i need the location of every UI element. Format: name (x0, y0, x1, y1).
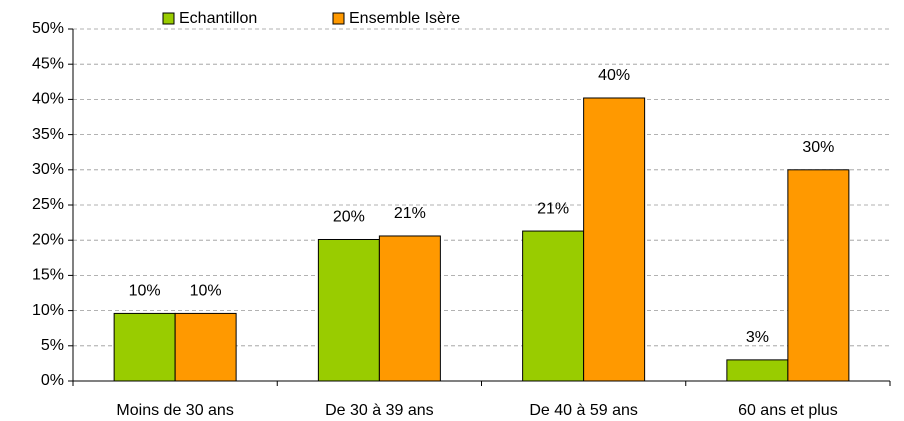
bar (113, 312, 176, 382)
y-tick-label: 35% (32, 126, 64, 143)
value-label: 10% (129, 283, 161, 300)
bar (317, 238, 380, 382)
y-tick-label: 50% (32, 20, 64, 37)
y-tick-label: 10% (32, 302, 64, 319)
bar (787, 169, 850, 382)
y-tick-label: 30% (32, 161, 64, 178)
value-label: 10% (190, 283, 222, 300)
legend-swatch (162, 12, 175, 25)
value-label: 30% (802, 139, 834, 156)
y-tick-label: 15% (32, 267, 64, 284)
y-tick-label: 45% (32, 55, 64, 72)
x-tick-label: Moins de 30 ans (116, 402, 233, 419)
bar (726, 359, 789, 382)
x-tick-label: De 30 à 39 ans (325, 402, 434, 419)
value-label: 40% (598, 67, 630, 84)
y-tick-label: 40% (32, 91, 64, 108)
bar (174, 312, 237, 382)
value-label: 21% (537, 200, 569, 217)
y-tick-label: 25% (32, 196, 64, 213)
x-tick-label: De 40 à 59 ans (529, 402, 638, 419)
x-tick-label: 60 ans et plus (738, 402, 838, 419)
y-tick-label: 20% (32, 231, 64, 248)
value-label: 3% (746, 329, 769, 346)
value-label: 21% (394, 205, 426, 222)
legend-swatch (332, 12, 345, 25)
legend-label: Ensemble Isère (349, 10, 460, 27)
y-tick-label: 0% (41, 372, 64, 389)
legend-label: Echantillon (179, 10, 257, 27)
y-tick-label: 5% (41, 337, 64, 354)
bar (378, 235, 441, 382)
bar (522, 230, 585, 382)
value-label: 20% (333, 209, 365, 226)
bar (583, 97, 646, 382)
